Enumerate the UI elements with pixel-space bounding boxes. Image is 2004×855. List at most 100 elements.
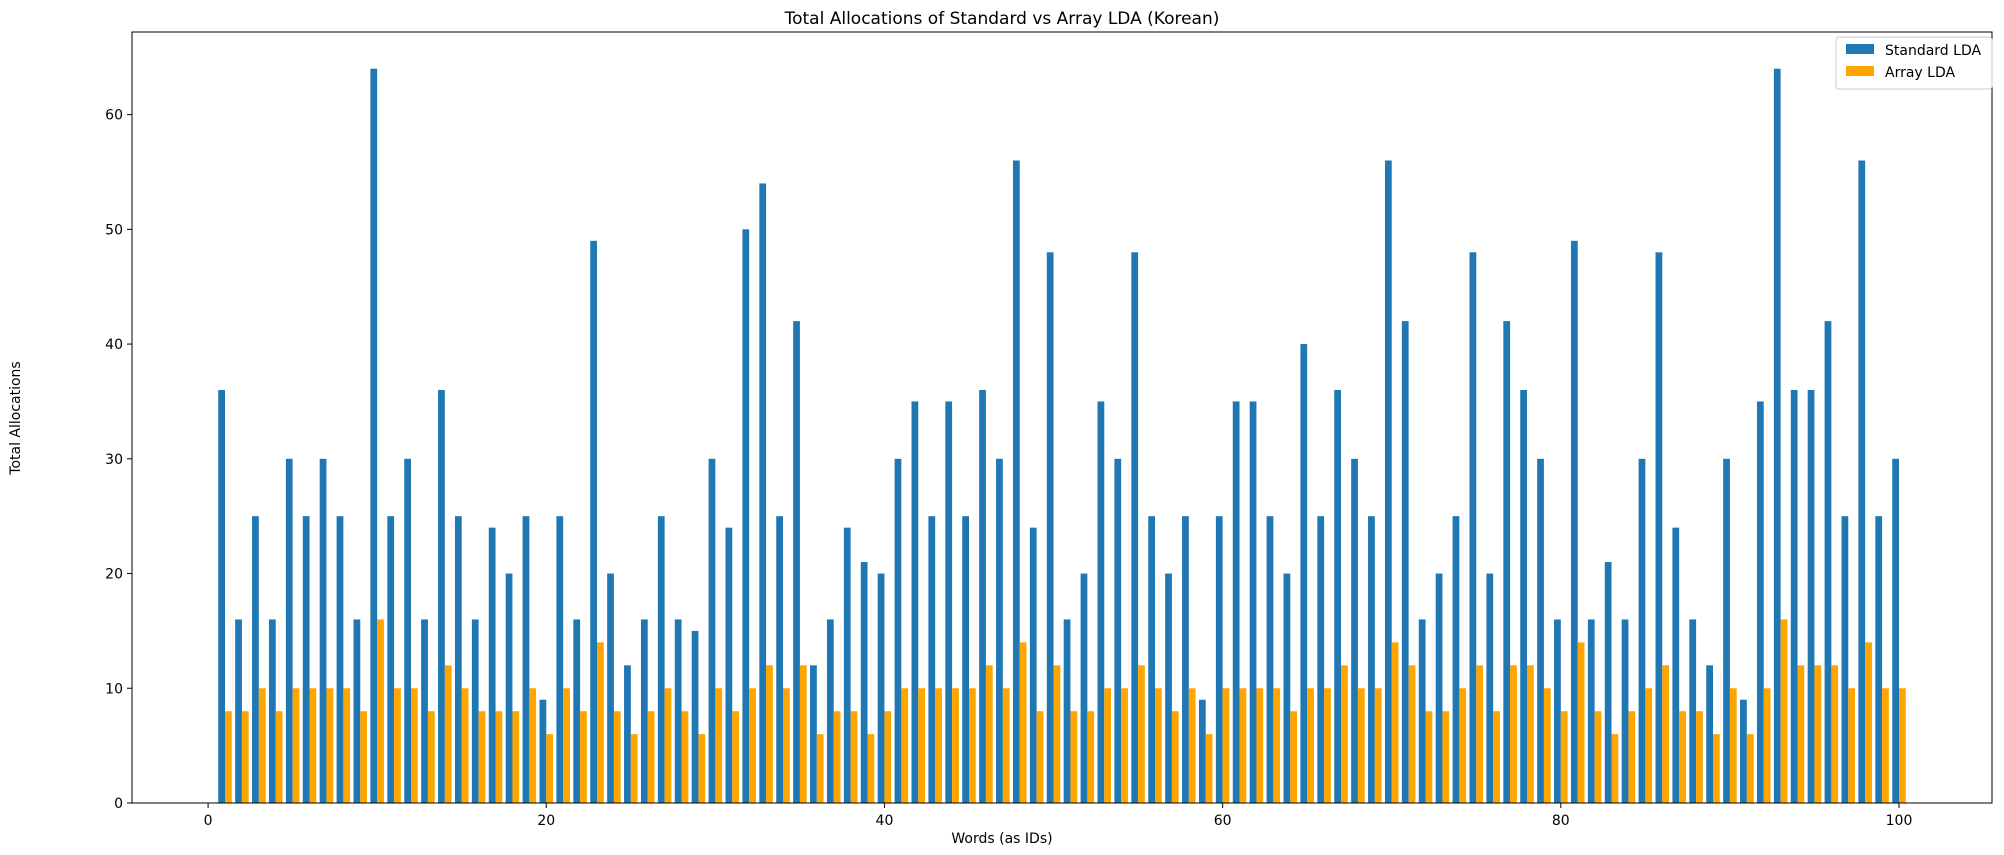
array-lda-bar-22 — [580, 711, 587, 803]
standard-lda-bar-27 — [657, 516, 665, 803]
legend-swatch-array-lda — [1846, 66, 1874, 76]
array-lda-bar-68 — [1357, 688, 1365, 803]
standard-lda-bar-2 — [235, 619, 242, 803]
array-lda-bar-30 — [715, 688, 723, 803]
array-lda-bar-1 — [225, 711, 232, 803]
standard-lda-bar-46 — [979, 389, 986, 803]
standard-lda-bar-37 — [826, 619, 834, 803]
standard-lda-bar-67 — [1334, 389, 1341, 803]
array-lda-bar-67 — [1341, 665, 1348, 803]
standard-lda-bar-99 — [1875, 516, 1883, 803]
standard-lda-bar-91 — [1740, 699, 1747, 803]
legend-label-array-lda: Array LDA — [1885, 65, 1955, 81]
x-tick-label-40: 40 — [876, 813, 894, 829]
standard-lda-bar-83 — [1604, 562, 1612, 803]
standard-lda-bar-26 — [640, 619, 648, 803]
standard-lda-bar-6 — [302, 516, 310, 803]
standard-lda-bar-98 — [1858, 160, 1866, 803]
standard-lda-bar-23 — [590, 240, 597, 803]
legend: Standard LDA Array LDA — [1835, 36, 1993, 90]
array-lda-bar-89 — [1713, 734, 1720, 803]
array-lda-bar-3 — [258, 688, 266, 803]
standard-lda-bar-65 — [1300, 344, 1308, 803]
standard-lda-bar-9 — [353, 619, 361, 803]
standard-lda-bar-87 — [1672, 527, 1680, 803]
array-lda-bar-53 — [1104, 688, 1112, 803]
array-lda-bar-13 — [427, 711, 435, 803]
x-tick-label-80: 80 — [1552, 813, 1570, 829]
standard-lda-bar-19 — [522, 516, 530, 803]
array-lda-bar-10 — [377, 619, 384, 803]
standard-lda-bar-54 — [1114, 458, 1122, 803]
array-lda-bar-34 — [783, 688, 790, 803]
array-lda-bar-54 — [1121, 688, 1128, 803]
standard-lda-bar-45 — [962, 516, 969, 803]
array-lda-bar-90 — [1729, 688, 1737, 803]
y-tick-label-10: 10 — [105, 681, 123, 697]
array-lda-bar-17 — [495, 711, 503, 803]
standard-lda-bar-94 — [1790, 389, 1798, 803]
array-lda-bar-95 — [1814, 665, 1822, 803]
array-lda-bar-84 — [1628, 711, 1636, 803]
array-lda-bar-88 — [1696, 711, 1703, 803]
array-lda-bar-48 — [1019, 642, 1027, 804]
y-tick-label-60: 60 — [105, 108, 123, 124]
array-lda-bar-7 — [326, 688, 334, 803]
standard-lda-bar-17 — [488, 527, 496, 803]
array-lda-bar-31 — [732, 711, 740, 803]
standard-lda-bar-88 — [1689, 619, 1697, 803]
standard-lda-bar-38 — [843, 527, 851, 803]
array-lda-bar-16 — [478, 711, 486, 803]
array-lda-bar-2 — [241, 711, 249, 803]
standard-lda-bar-13 — [421, 619, 428, 803]
standard-lda-bar-72 — [1418, 619, 1426, 803]
standard-lda-bar-63 — [1266, 516, 1274, 803]
chart-title: Total Allocations of Standard vs Array L… — [784, 9, 1220, 29]
standard-lda-bar-62 — [1249, 401, 1257, 803]
y-tick-label-20: 20 — [105, 567, 123, 583]
standard-lda-bar-48 — [1012, 160, 1020, 803]
array-lda-bar-27 — [664, 688, 672, 803]
array-lda-bar-87 — [1679, 711, 1686, 803]
array-lda-bar-63 — [1273, 688, 1281, 803]
standard-lda-bar-75 — [1469, 252, 1477, 804]
array-lda-bar-100 — [1899, 688, 1906, 803]
array-lda-bar-23 — [597, 642, 604, 804]
standard-lda-bar-24 — [607, 573, 614, 803]
standard-lda-bar-93 — [1773, 68, 1781, 803]
array-lda-bar-77 — [1510, 665, 1517, 803]
standard-lda-bar-69 — [1368, 516, 1375, 803]
standard-lda-bar-55 — [1131, 252, 1139, 804]
standard-lda-bar-29 — [691, 630, 699, 803]
standard-lda-bar-96 — [1824, 321, 1832, 804]
array-lda-bar-36 — [816, 734, 824, 803]
standard-lda-bar-41 — [894, 458, 902, 803]
array-lda-bar-81 — [1577, 642, 1585, 804]
standard-lda-bar-82 — [1587, 619, 1595, 803]
array-lda-bar-6 — [309, 688, 317, 803]
array-lda-bar-96 — [1831, 665, 1839, 803]
standard-lda-bar-4 — [268, 619, 276, 803]
standard-lda-bar-52 — [1080, 573, 1088, 803]
array-lda-bar-24 — [613, 711, 621, 803]
legend-box — [1835, 36, 1993, 90]
array-lda-bar-56 — [1155, 688, 1162, 803]
y-tick-label-0: 0 — [114, 796, 123, 812]
standard-lda-bar-95 — [1807, 389, 1815, 803]
array-lda-bar-11 — [394, 688, 401, 803]
standard-lda-bar-57 — [1165, 573, 1172, 803]
array-lda-bar-85 — [1645, 688, 1653, 803]
standard-lda-bar-43 — [928, 516, 936, 803]
standard-lda-bar-76 — [1486, 573, 1494, 803]
x-tick-label-0: 0 — [204, 813, 213, 829]
array-lda-bar-26 — [647, 711, 655, 803]
standard-lda-bar-15 — [454, 516, 462, 803]
standard-lda-bar-59 — [1198, 699, 1206, 803]
standard-lda-bar-61 — [1232, 401, 1240, 803]
array-lda-bar-25 — [630, 734, 638, 803]
standard-lda-bar-21 — [556, 516, 564, 803]
array-lda-bar-8 — [343, 688, 351, 803]
array-lda-bar-98 — [1865, 642, 1872, 804]
standard-lda-bar-58 — [1182, 516, 1189, 803]
